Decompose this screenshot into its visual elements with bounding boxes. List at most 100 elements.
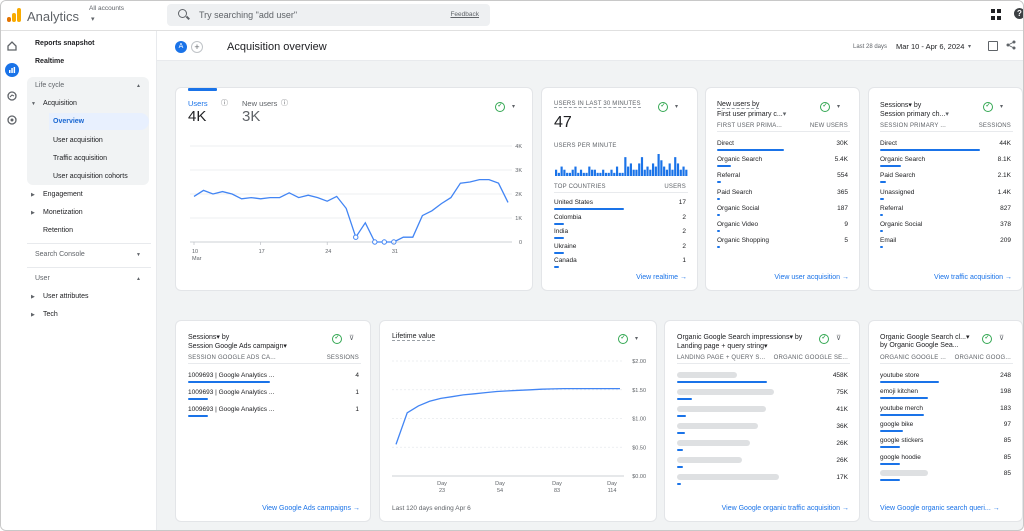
dimension-selector[interactable]: Session primary ch...▾ — [880, 111, 949, 118]
per-minute-bar[interactable] — [615, 166, 619, 176]
per-minute-bar[interactable] — [624, 157, 627, 176]
row-label[interactable]: 1009693 | Google Analytics ... — [188, 406, 275, 413]
sidebar-item-user-attributes[interactable]: User attributes — [43, 293, 89, 300]
sidebar-item-retention[interactable]: Retention — [43, 227, 73, 234]
sidebar-item-monetization[interactable]: Monetization — [43, 209, 83, 216]
per-minute-bar[interactable] — [604, 172, 608, 176]
caret-right-icon[interactable]: ▶ — [31, 210, 35, 216]
per-minute-bar[interactable] — [596, 172, 599, 176]
per-minute-bar[interactable] — [607, 172, 610, 176]
per-minute-bar[interactable] — [654, 166, 657, 176]
chevron-down-icon[interactable]: ▾ — [968, 44, 972, 50]
card-title[interactable]: New users by — [717, 101, 760, 109]
search-input[interactable]: Try searching "add user" — [199, 10, 298, 20]
checkmark-icon[interactable]: ✓ — [982, 334, 992, 344]
row-label[interactable]: 1009693 | Google Analytics ... — [188, 372, 275, 379]
row-label[interactable]: Unassigned — [880, 188, 915, 196]
data-point[interactable] — [381, 239, 388, 245]
row-label[interactable]: Organic Social — [717, 204, 760, 212]
row-label[interactable]: google hoodie — [880, 453, 921, 461]
checkmark-icon[interactable]: ✓ — [820, 102, 830, 112]
per-minute-bar[interactable] — [676, 163, 680, 176]
per-minute-bar[interactable] — [649, 169, 652, 176]
dimension-selector[interactable]: Session Google Ads campaign▾ — [188, 343, 287, 350]
row-label[interactable]: google stickers — [880, 437, 924, 445]
row-label[interactable]: Organic Search — [880, 156, 926, 164]
row-label[interactable]: youtube store — [880, 372, 920, 379]
share-icon[interactable] — [1006, 40, 1016, 53]
row-label[interactable]: Ukraine — [554, 242, 577, 250]
per-minute-bar[interactable] — [579, 169, 583, 176]
info-icon[interactable]: ⓘ — [281, 100, 288, 107]
sidebar-item-engagement[interactable]: Engagement — [43, 191, 83, 198]
per-minute-bar[interactable] — [613, 172, 616, 176]
per-minute-bar[interactable] — [651, 163, 655, 176]
row-label[interactable]: Canada — [554, 257, 577, 264]
card-title[interactable]: Organic Google Search impressions▾ by — [677, 334, 803, 341]
row-label[interactable]: Colombia — [554, 213, 582, 221]
per-minute-bar[interactable] — [646, 166, 649, 176]
row-label[interactable]: Direct — [880, 140, 897, 147]
sidebar-item-user-acquisition-cohorts[interactable]: User acquisition cohorts — [53, 173, 128, 180]
card-title[interactable]: Sessions▾ by — [880, 102, 922, 109]
data-point[interactable] — [372, 239, 378, 245]
per-minute-bar[interactable] — [621, 172, 624, 176]
chevron-up-icon[interactable]: ▲ — [136, 276, 141, 282]
checkmark-icon[interactable]: ✓ — [618, 334, 628, 344]
card-title[interactable]: Organic Google Search cl...▾ — [880, 334, 970, 341]
per-minute-bar[interactable] — [668, 163, 671, 176]
per-minute-bar[interactable] — [591, 169, 594, 176]
customize-report-icon[interactable] — [988, 41, 998, 51]
advertising-icon[interactable] — [5, 113, 19, 127]
per-minute-bar[interactable] — [685, 169, 688, 176]
checkmark-icon[interactable]: ✓ — [983, 102, 993, 112]
per-minute-bar[interactable] — [632, 169, 635, 176]
row-label[interactable]: India — [554, 228, 569, 235]
data-point[interactable] — [353, 234, 359, 240]
row-label[interactable]: Organic Social — [880, 221, 923, 228]
chevron-up-icon[interactable]: ▲ — [136, 83, 141, 89]
feedback-link[interactable]: Feedback — [450, 11, 479, 18]
per-minute-bar[interactable] — [657, 154, 660, 176]
row-label[interactable]: google bike — [880, 420, 914, 428]
explore-icon[interactable] — [5, 89, 19, 103]
checkmark-icon[interactable]: ✓ — [819, 334, 829, 344]
view-google-organic-traffic-link[interactable]: View Google organic traffic acquisition … — [721, 505, 849, 512]
per-minute-bar[interactable] — [582, 172, 585, 176]
sidebar-item-user-acquisition[interactable]: User acquisition — [53, 137, 103, 144]
checkmark-icon[interactable]: ✓ — [658, 102, 668, 112]
search-bar[interactable]: Try searching "add user" Feedback — [167, 4, 490, 26]
filter-icon[interactable]: ⊽ — [349, 335, 355, 342]
chevron-down-icon[interactable]: ▾ — [1000, 104, 1004, 110]
per-minute-bar[interactable] — [571, 169, 574, 176]
date-range-value[interactable]: Mar 10 - Apr 6, 2024 — [896, 42, 965, 51]
comparison-avatar[interactable]: A — [175, 41, 187, 53]
caret-right-icon[interactable]: ▶ — [31, 312, 35, 318]
caret-right-icon[interactable]: ▶ — [31, 192, 35, 198]
tab-users[interactable]: Users — [188, 99, 208, 108]
view-realtime-link[interactable]: View realtime → — [636, 274, 687, 281]
per-minute-bar[interactable] — [568, 172, 572, 176]
per-minute-bar[interactable] — [574, 166, 577, 176]
card-title[interactable]: Lifetime value — [392, 333, 436, 341]
per-minute-bar[interactable] — [627, 166, 630, 176]
info-icon[interactable]: ⓘ — [221, 100, 228, 107]
home-icon[interactable] — [5, 39, 19, 53]
dimension-selector[interactable]: Landing page + query string▾ — [677, 343, 768, 350]
filter-icon[interactable]: ⊽ — [999, 335, 1005, 342]
per-minute-bar[interactable] — [660, 160, 663, 176]
per-minute-bar[interactable] — [593, 169, 596, 176]
chevron-down-icon[interactable]: ▼ — [136, 252, 141, 258]
chevron-down-icon[interactable]: ▾ — [837, 104, 841, 110]
per-minute-bar[interactable] — [577, 172, 580, 176]
per-minute-bar[interactable] — [635, 169, 638, 176]
checkmark-icon[interactable]: ✓ — [332, 334, 342, 344]
card-title[interactable]: Sessions▾ by — [188, 334, 230, 341]
per-minute-bar[interactable] — [638, 163, 641, 176]
chevron-down-icon[interactable]: ▾ — [512, 104, 516, 110]
per-minute-bar[interactable] — [643, 169, 646, 176]
view-google-organic-search-queries-link[interactable]: View Google organic search queri... → — [880, 505, 1000, 512]
chevron-down-icon[interactable]: ▾ — [91, 16, 95, 23]
per-minute-bar[interactable] — [599, 172, 602, 176]
per-minute-bar[interactable] — [557, 172, 560, 176]
